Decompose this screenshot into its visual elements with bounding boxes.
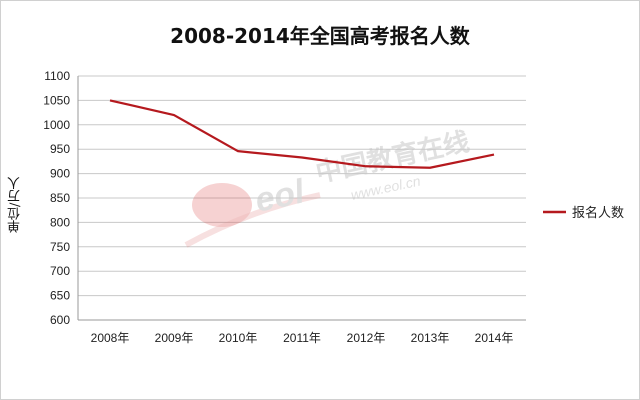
y-tick-label: 750 (50, 240, 70, 254)
watermark-logo: eol 中国教育在线 www.eol.cn (184, 126, 472, 248)
watermark-logo-text: eol (252, 172, 309, 220)
y-tick-label: 800 (50, 215, 70, 229)
y-tick-labels: 600 650 700 750 800 850 900 950 1000 1050 1100 (43, 69, 70, 327)
x-tick-label: 2009年 (155, 331, 194, 345)
legend: 报名人数 (543, 205, 624, 221)
chart-title: 2008-2014年全国高考报名人数 (170, 24, 470, 48)
x-tick-labels: 2008年 2009年 2010年 2011年 2012年 2013年 2014年 (91, 331, 514, 345)
y-tick-label: 900 (50, 167, 70, 181)
x-tick-label: 2010年 (219, 331, 258, 345)
y-tick-label: 1100 (44, 69, 70, 83)
x-tick-label: 2013年 (411, 331, 450, 345)
y-tick-label: 1050 (43, 93, 70, 107)
x-tick-label: 2011年 (283, 331, 321, 345)
axes (77, 76, 526, 321)
y-tick-label: 950 (50, 142, 70, 156)
series-lines (109, 99, 495, 169)
x-tick-label: 2014年 (475, 331, 514, 345)
x-tick-label: 2012年 (347, 331, 386, 345)
legend-label: 报名人数 (572, 205, 624, 221)
x-tick-label: 2008年 (91, 331, 130, 345)
grid-lines (78, 75, 526, 321)
y-tick-label: 1000 (43, 118, 70, 132)
y-tick-label: 850 (50, 191, 70, 205)
y-tick-label: 700 (50, 264, 70, 278)
y-tick-label: 650 (50, 289, 70, 303)
series-line (109, 99, 495, 169)
y-tick-label: 600 (50, 313, 70, 327)
